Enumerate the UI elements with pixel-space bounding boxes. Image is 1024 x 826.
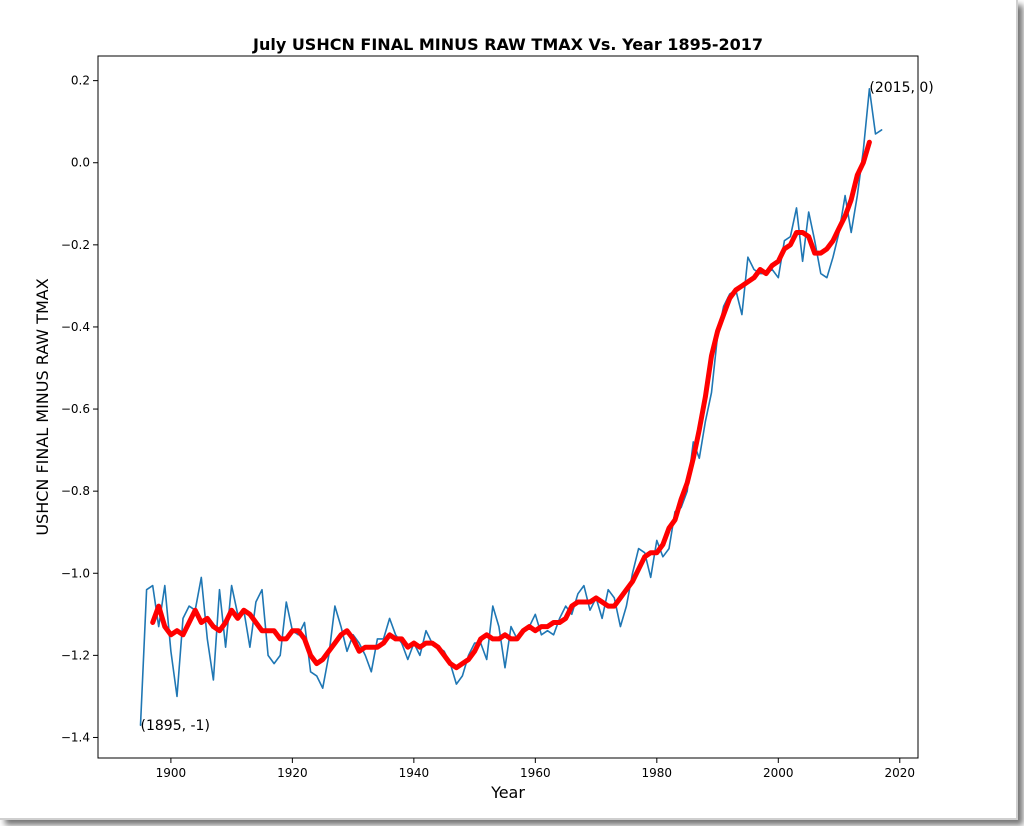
y-tick-label: −0.8 (61, 484, 90, 498)
y-axis-label: USHCN FINAL MINUS RAW TMAX (33, 278, 52, 535)
y-tick-label: −1.4 (61, 730, 90, 744)
x-tick-label: 1940 (399, 766, 430, 780)
chart-title: July USHCN FINAL MINUS RAW TMAX Vs. Year… (252, 35, 763, 54)
series-layer (139, 88, 883, 727)
x-axis-ticks: 1900 1920 1940 1960 1980 2000 2020 (156, 758, 915, 780)
y-tick-label: −1.2 (61, 648, 90, 662)
x-tick-label: 1980 (642, 766, 673, 780)
y-tick-label: −1.0 (61, 566, 90, 580)
x-tick-label: 1900 (156, 766, 187, 780)
x-tick-label: 1960 (520, 766, 551, 780)
plot-area (98, 56, 918, 758)
x-tick-label: 1920 (277, 766, 308, 780)
y-tick-label: 0.0 (71, 156, 90, 170)
y-tick-label: −0.4 (61, 320, 90, 334)
y-tick-label: 0.2 (71, 74, 90, 88)
y-tick-label: −0.6 (61, 402, 90, 416)
x-tick-label: 2020 (885, 766, 916, 780)
y-tick-label: −0.2 (61, 238, 90, 252)
x-tick-label: 2000 (763, 766, 794, 780)
point-annotation: (1895, -1) (141, 718, 210, 734)
annotation-layer: (1895, -1) (2015, 0) (141, 80, 934, 734)
point-annotation: (2015, 0) (869, 80, 933, 96)
plot-frame (97, 55, 919, 759)
x-axis-label: Year (490, 783, 525, 802)
smoothed-series-line (150, 139, 872, 671)
y-axis-ticks: −1.4 −1.2 −1.0 −0.8 −0.6 −0.4 −0.2 0.0 0.2 (61, 74, 98, 744)
